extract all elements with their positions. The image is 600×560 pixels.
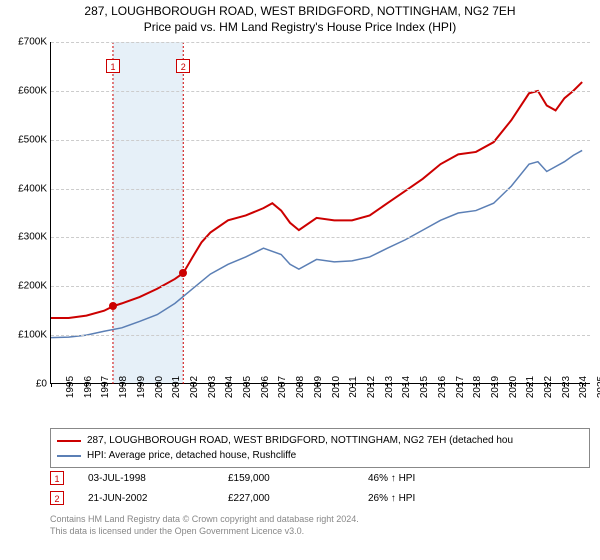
legend-box: 287, LOUGHBOROUGH ROAD, WEST BRIDGFORD, …: [50, 428, 590, 468]
event-delta-2: 26% ↑ HPI: [368, 493, 508, 504]
y-tick-label: £500K: [18, 134, 47, 145]
event-date-1: 03-JUL-1998: [88, 473, 228, 484]
legend-label-hpi: HPI: Average price, detached house, Rush…: [87, 450, 296, 461]
event-price-1: £159,000: [228, 473, 368, 484]
event-row-2: 2 21-JUN-2002 £227,000 26% ↑ HPI: [50, 488, 590, 508]
event-date-2: 21-JUN-2002: [88, 493, 228, 504]
y-tick-label: £300K: [18, 232, 47, 243]
y-tick-label: £400K: [18, 183, 47, 194]
y-tick-label: £600K: [18, 85, 47, 96]
legend-swatch-hpi: [57, 455, 81, 457]
event-marker-badge: 1: [106, 59, 120, 73]
price-paid-marker: [109, 302, 117, 310]
footer-attribution: Contains HM Land Registry data © Crown c…: [50, 514, 590, 537]
event-badge-1: 1: [50, 471, 64, 485]
legend-item-hpi: HPI: Average price, detached house, Rush…: [57, 448, 583, 463]
y-tick-label: £200K: [18, 281, 47, 292]
x-tick-label: 2025: [582, 376, 600, 398]
event-delta-1: 46% ↑ HPI: [368, 473, 508, 484]
y-tick-label: £0: [36, 379, 47, 390]
title-address: 287, LOUGHBOROUGH ROAD, WEST BRIDGFORD, …: [0, 4, 600, 18]
plot-region: £0£100K£200K£300K£400K£500K£600K£700K199…: [50, 42, 590, 384]
legend-label-price-paid: 287, LOUGHBOROUGH ROAD, WEST BRIDGFORD, …: [87, 435, 513, 446]
legend-swatch-price-paid: [57, 440, 81, 442]
chart-area: £0£100K£200K£300K£400K£500K£600K£700K199…: [50, 42, 590, 412]
title-block: 287, LOUGHBOROUGH ROAD, WEST BRIDGFORD, …: [0, 0, 600, 34]
footer-line2: This data is licensed under the Open Gov…: [50, 526, 590, 538]
y-tick-label: £700K: [18, 37, 47, 48]
footer-line1: Contains HM Land Registry data © Crown c…: [50, 514, 590, 526]
legend-item-price-paid: 287, LOUGHBOROUGH ROAD, WEST BRIDGFORD, …: [57, 433, 583, 448]
price-paid-marker: [179, 269, 187, 277]
y-tick-label: £100K: [18, 330, 47, 341]
title-subtitle: Price paid vs. HM Land Registry's House …: [0, 20, 600, 34]
events-table: 1 03-JUL-1998 £159,000 46% ↑ HPI 2 21-JU…: [50, 468, 590, 508]
chart-container: 287, LOUGHBOROUGH ROAD, WEST BRIDGFORD, …: [0, 0, 600, 560]
chart-lines-svg: [51, 42, 590, 383]
event-price-2: £227,000: [228, 493, 368, 504]
event-marker-badge: 2: [176, 59, 190, 73]
event-row-1: 1 03-JUL-1998 £159,000 46% ↑ HPI: [50, 468, 590, 488]
event-badge-2: 2: [50, 491, 64, 505]
